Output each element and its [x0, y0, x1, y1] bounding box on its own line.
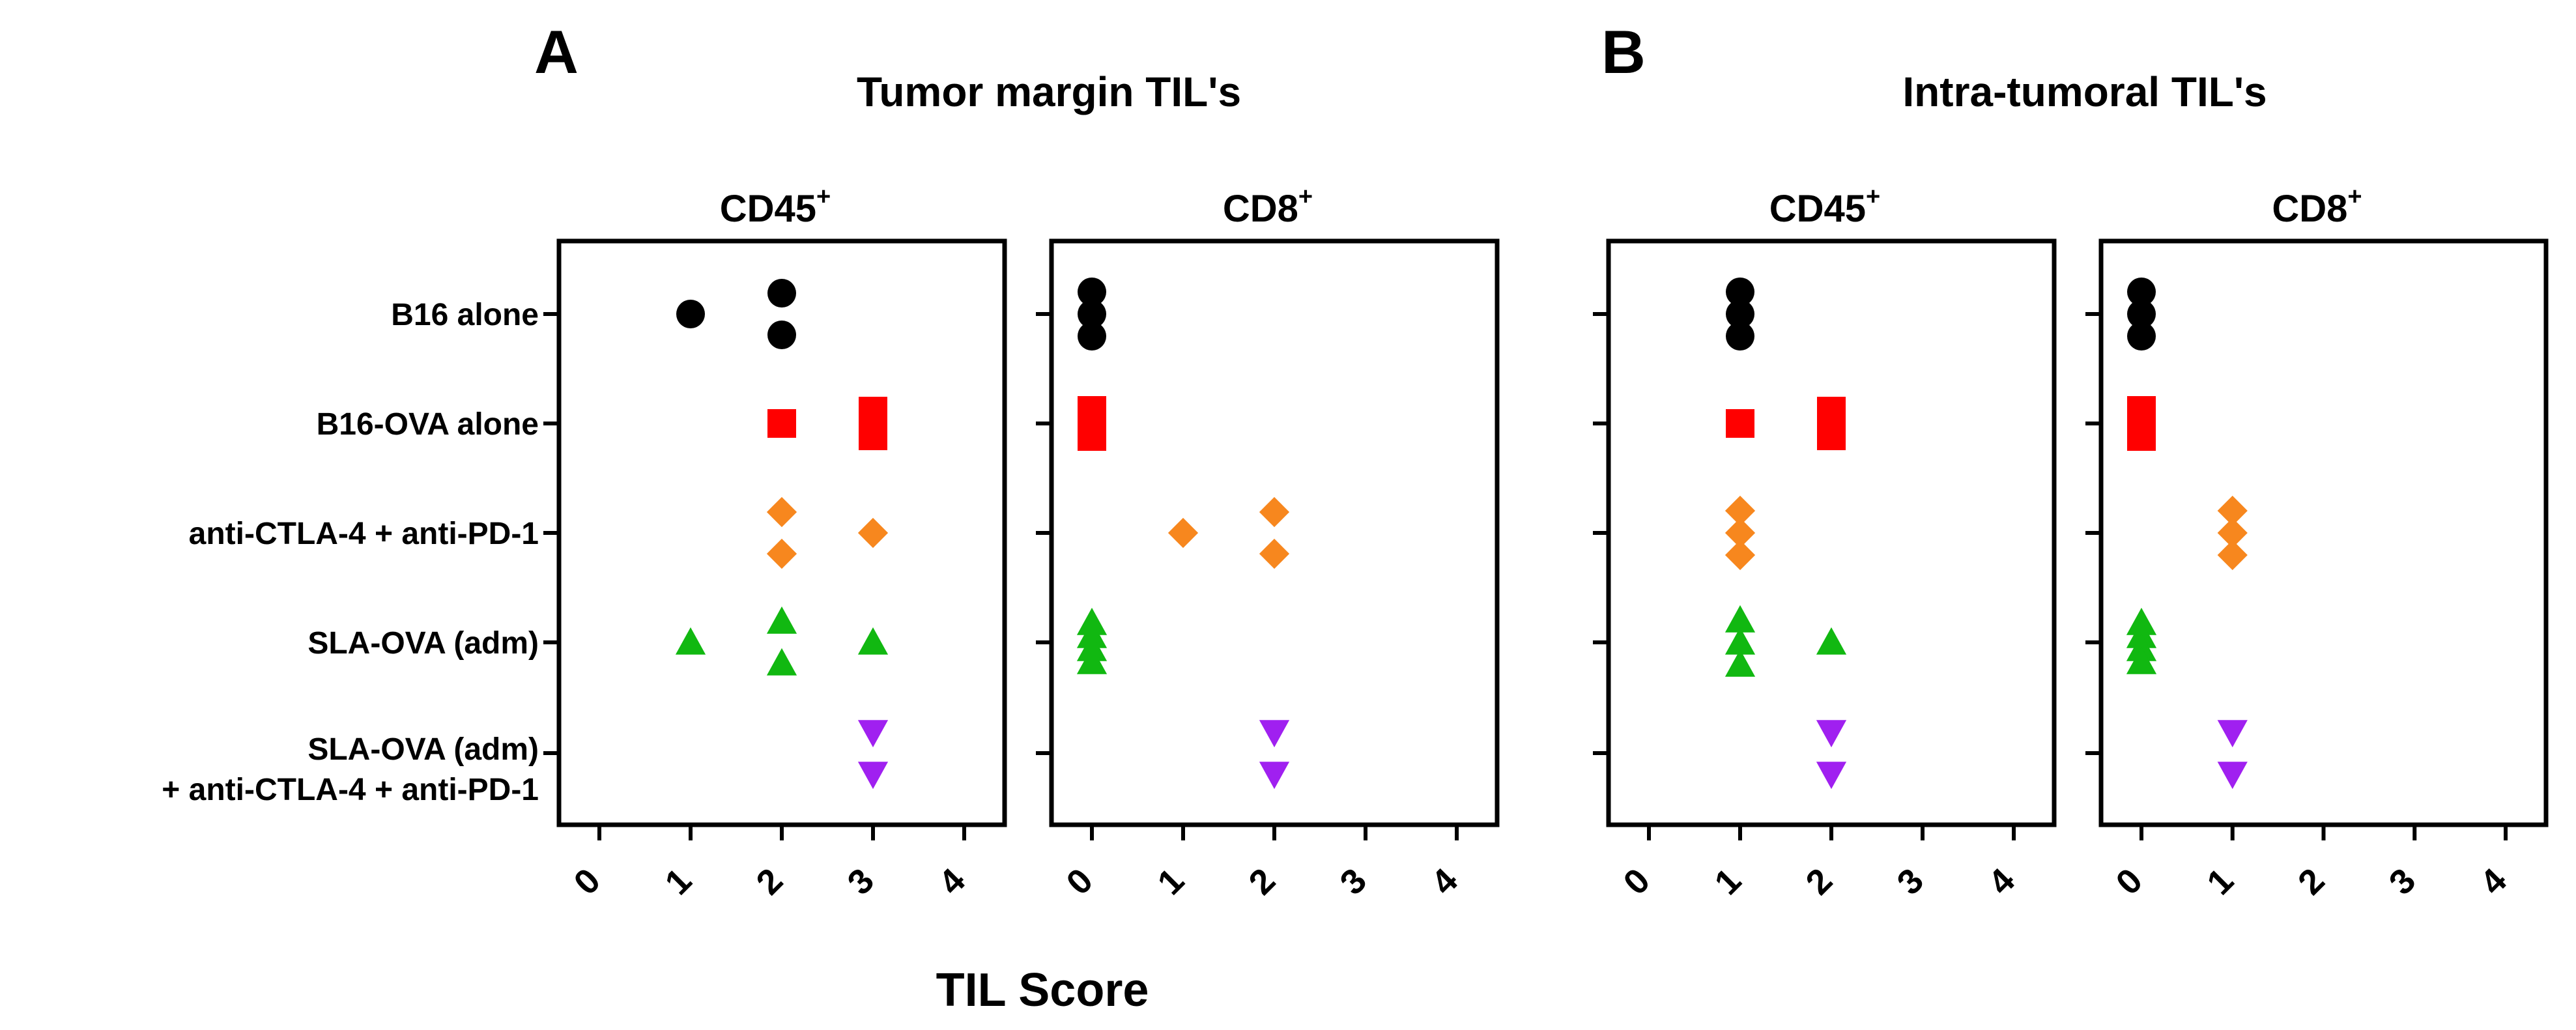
data-point-triangle-down: [1816, 720, 1847, 748]
data-point-triangle-up: [1724, 627, 1756, 655]
panel-title: CD45+: [1769, 183, 1881, 230]
group-label-2: B16-OVA alone: [317, 407, 539, 442]
data-point-circle: [2127, 322, 2156, 350]
data-point-circle: [767, 279, 796, 308]
x-tick-label-1: 1: [1707, 861, 1749, 902]
x-tick-label-1: 1: [657, 861, 699, 902]
x-tick-label-3: 3: [1889, 861, 1931, 902]
data-point-diamond: [2217, 495, 2248, 526]
x-tick-label-4: 4: [1981, 861, 2022, 902]
data-point-triangle-up: [1724, 605, 1756, 633]
section-a-title: Tumor margin TIL's: [857, 68, 1241, 115]
panel-b-cd45: CD45+ 0 1 2 3 4: [1593, 183, 2057, 902]
data-point-triangle-up: [766, 606, 797, 634]
x-axis-title: TIL Score: [936, 964, 1149, 1016]
data-point-triangle-up: [1816, 627, 1847, 655]
x-tick-label-0: 0: [1059, 861, 1100, 902]
x-tick-label-3: 3: [840, 861, 881, 902]
data-point-triangle-down: [857, 720, 889, 748]
data-point-circle: [1078, 322, 1106, 350]
data-point-triangle-down: [2217, 762, 2248, 790]
panel-title: CD8+: [2272, 183, 2362, 230]
panel-a-cd8: CD8+ 0 1 2 3 4: [1036, 183, 1500, 902]
data-point-square: [859, 422, 887, 450]
x-tick-label-0: 0: [566, 861, 608, 902]
panel-title: CD45+: [720, 183, 831, 230]
data-point-triangle-down: [1259, 762, 1290, 790]
data-point-diamond: [766, 496, 797, 528]
x-tick-label-2: 2: [1241, 861, 1283, 902]
panel-title: CD8+: [1223, 183, 1313, 230]
data-point-circle: [767, 321, 796, 349]
panel-frame: [2098, 238, 2549, 827]
x-tick-label-3: 3: [2382, 861, 2424, 902]
data-point-triangle-down: [1816, 762, 1847, 790]
data-point-diamond: [1167, 517, 1199, 549]
data-point-diamond: [1259, 538, 1290, 569]
data-point-triangle-down: [857, 762, 889, 790]
data-point-diamond: [1724, 539, 1756, 571]
data-point-triangle-down: [1259, 720, 1290, 748]
data-point-diamond: [1724, 517, 1756, 549]
data-point-square: [1817, 397, 1846, 425]
x-tick-label-4: 4: [931, 861, 973, 902]
x-tick-label-0: 0: [1616, 861, 1657, 902]
data-point-square: [1726, 409, 1754, 438]
data-point-triangle-up: [1076, 646, 1108, 674]
x-tick-label-3: 3: [1332, 861, 1374, 902]
data-point-triangle-up: [1724, 649, 1756, 677]
data-point-triangle-up: [2126, 646, 2157, 674]
x-tick-label-2: 2: [2291, 861, 2332, 902]
x-tick-label-1: 1: [1150, 861, 1192, 902]
group-label-5: SLA-OVA (adm) + anti-CTLA-4 + anti-PD-1: [162, 732, 539, 807]
data-point-triangle-up: [766, 648, 797, 676]
data-point-circle: [1078, 300, 1106, 328]
data-point-diamond: [2217, 517, 2248, 549]
data-point-triangle-up: [857, 627, 889, 655]
group-label-4: SLA-OVA (adm): [308, 626, 539, 661]
panel-a-cd45: CD45+ 0 1 2 3 4: [543, 183, 1007, 902]
data-point-square: [2127, 422, 2156, 451]
section-b-title: Intra-tumoral TIL's: [1902, 68, 2267, 115]
data-point-circle: [2127, 278, 2156, 306]
group-label-3: anti-CTLA-4 + anti-PD-1: [189, 517, 539, 551]
data-point-circle: [676, 300, 705, 328]
data-point-circle: [1726, 278, 1754, 306]
data-point-triangle-up: [675, 627, 706, 655]
data-point-diamond: [1259, 496, 1290, 528]
data-point-diamond: [1724, 495, 1756, 526]
section-b-letter: B: [1601, 18, 1646, 86]
data-point-diamond: [857, 517, 889, 549]
data-point-square: [1078, 422, 1106, 451]
x-tick-label-2: 2: [1798, 861, 1840, 902]
panel-b-cd8: CD8+ 0 1 2 3 4: [2085, 183, 2549, 902]
x-tick-label-4: 4: [2472, 861, 2514, 902]
data-point-circle: [1726, 300, 1754, 328]
data-point-square: [859, 397, 887, 425]
data-point-square: [767, 409, 796, 438]
x-tick-label-0: 0: [2108, 861, 2150, 902]
data-point-circle: [1726, 322, 1754, 350]
data-point-diamond: [2217, 539, 2248, 571]
x-tick-label-1: 1: [2199, 861, 2241, 902]
data-point-circle: [1078, 278, 1106, 306]
data-point-triangle-down: [2217, 720, 2248, 748]
group-label-1: B16 alone: [391, 298, 539, 332]
data-point-diamond: [766, 538, 797, 569]
section-a-letter: A: [534, 18, 579, 86]
data-point-circle: [2127, 300, 2156, 328]
x-tick-label-2: 2: [749, 861, 790, 902]
data-point-square: [1817, 422, 1846, 450]
x-tick-label-4: 4: [1424, 861, 1465, 902]
